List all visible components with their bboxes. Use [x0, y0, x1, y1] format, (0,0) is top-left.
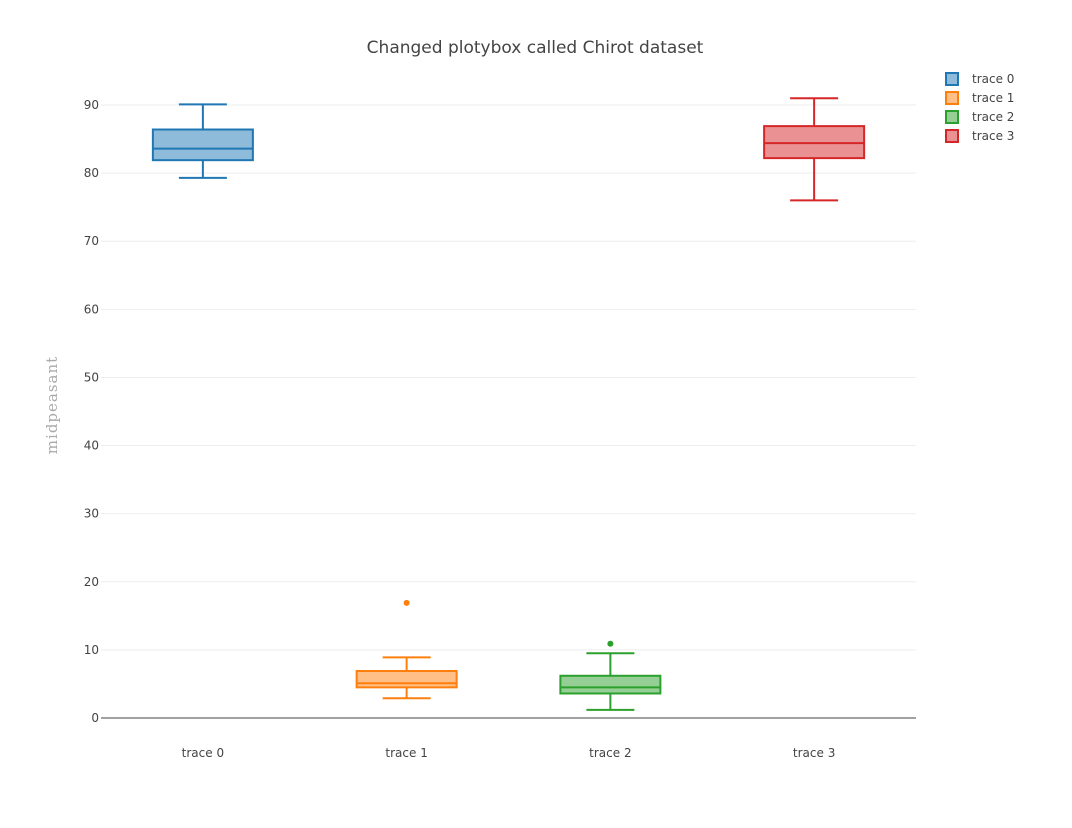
y-tick-label: 40: [84, 439, 99, 453]
y-tick-label: 70: [84, 234, 99, 248]
iqr-box: [151, 128, 254, 162]
legend: trace 0 trace 1 trace 2 trace 3: [945, 72, 1014, 143]
legend-label: trace 3: [972, 129, 1014, 143]
y-tick-label: 30: [84, 507, 99, 521]
outlier-point: [607, 640, 614, 647]
y-tick-label: 10: [84, 643, 99, 657]
iqr-box: [559, 674, 662, 695]
outlier-point: [403, 599, 410, 606]
legend-item-trace-2: trace 2: [945, 110, 1014, 124]
iqr-box: [355, 670, 458, 689]
legend-label: trace 2: [972, 110, 1014, 124]
legend-item-trace-1: trace 1: [945, 91, 1014, 105]
x-tick-label: trace 2: [589, 746, 631, 760]
legend-swatch: [945, 72, 959, 86]
iqr-box: [763, 125, 866, 160]
legend-swatch: [945, 129, 959, 143]
x-tick-label: trace 3: [793, 746, 835, 760]
y-tick-label: 20: [84, 575, 99, 589]
axis-layer: 0 10 20 30 40 50 60 70 80 90 trace 0 trace 1 trace 2…: [84, 98, 916, 760]
legend-item-trace-3: trace 3: [945, 129, 1014, 143]
box-trace-1: [355, 599, 458, 700]
y-tick-label: 50: [84, 370, 99, 384]
legend-label: trace 0: [972, 72, 1014, 86]
legend-swatch: [945, 110, 959, 124]
legend-swatch: [945, 91, 959, 105]
y-axis-label: midpeasant: [43, 356, 61, 454]
grid-layer: [101, 104, 916, 651]
x-tick-label: trace 0: [182, 746, 224, 760]
box-trace-2: [559, 640, 662, 711]
box-trace-0: [151, 103, 254, 179]
y-tick-label: 80: [84, 166, 99, 180]
y-tick-label: 90: [84, 98, 99, 112]
x-tick-label: trace 1: [385, 746, 427, 760]
y-tick-label: 60: [84, 302, 99, 316]
legend-label: trace 1: [972, 91, 1014, 105]
box-trace-3: [763, 97, 866, 202]
y-tick-label: 0: [91, 711, 99, 725]
chart-title: Changed plotybox called Chirot dataset: [367, 38, 704, 58]
box-layer: [151, 97, 866, 711]
legend-item-trace-0: trace 0: [945, 72, 1014, 86]
